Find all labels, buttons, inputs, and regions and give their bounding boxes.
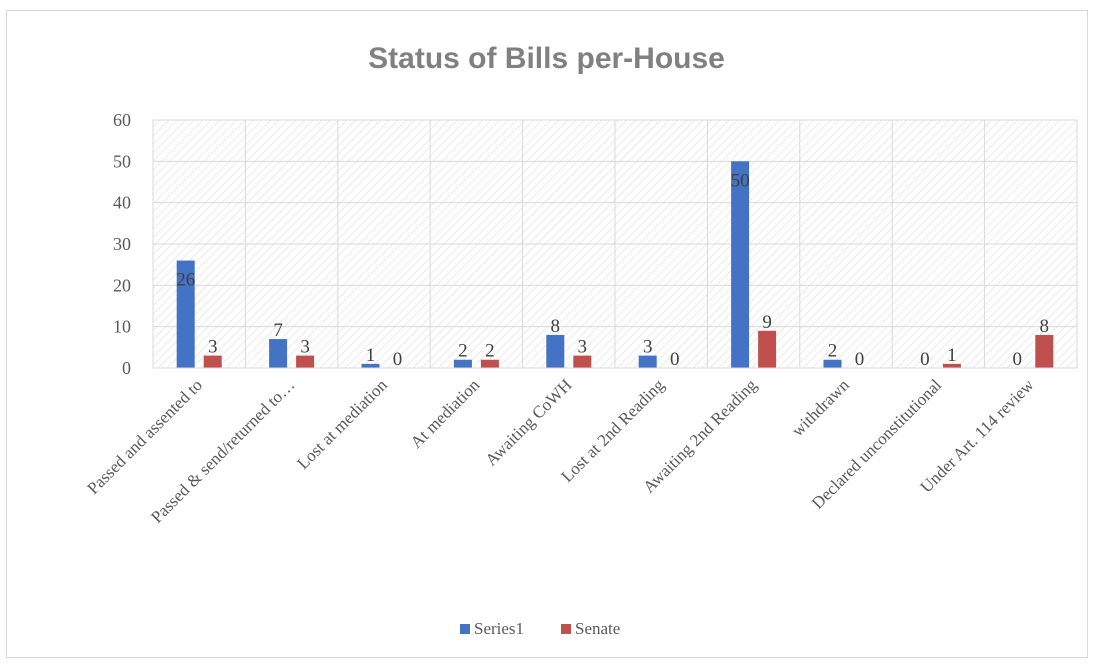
x-tick-label: At mediation bbox=[407, 375, 484, 452]
data-label: 3 bbox=[578, 337, 588, 358]
data-label: 3 bbox=[300, 337, 310, 358]
bar-senate bbox=[758, 330, 777, 368]
chart-title: Status of Bills per-House bbox=[368, 42, 725, 75]
x-tick-label: withdrawn bbox=[788, 375, 853, 440]
y-tick-label: 20 bbox=[113, 275, 131, 295]
bar-series1 bbox=[176, 260, 195, 368]
bar-senate bbox=[480, 359, 499, 368]
y-tick-label: 10 bbox=[113, 317, 131, 337]
bar-series1 bbox=[361, 363, 380, 368]
bar-senate bbox=[203, 355, 222, 368]
data-label: 3 bbox=[208, 337, 218, 358]
data-label: 2 bbox=[458, 341, 468, 362]
data-label: 9 bbox=[762, 312, 772, 333]
data-label: 7 bbox=[273, 320, 283, 341]
data-label: 2 bbox=[828, 341, 838, 362]
y-axis: 0 10 20 30 40 50 60 bbox=[113, 110, 131, 378]
data-label: 2 bbox=[485, 341, 495, 362]
bar-senate bbox=[296, 355, 315, 368]
bar-senate bbox=[1035, 334, 1054, 368]
legend: Series1 Senate bbox=[460, 619, 620, 638]
data-label: 0 bbox=[1013, 349, 1023, 370]
bar-series1 bbox=[638, 355, 657, 368]
bar-series1 bbox=[269, 339, 288, 368]
legend-swatch bbox=[460, 624, 470, 634]
bar-senate bbox=[573, 355, 592, 368]
legend-label: Series1 bbox=[474, 619, 524, 638]
data-label: 0 bbox=[920, 349, 930, 370]
y-tick-label: 30 bbox=[113, 234, 131, 254]
data-label: 8 bbox=[551, 316, 561, 337]
bars bbox=[176, 161, 1054, 368]
bar-series1 bbox=[546, 334, 565, 368]
y-tick-label: 50 bbox=[113, 151, 131, 171]
data-label: 0 bbox=[670, 349, 680, 370]
legend-label: Senate bbox=[575, 619, 620, 638]
x-tick-label: Awaiting CoWH bbox=[481, 375, 575, 469]
x-tick-label: Lost at mediation bbox=[293, 375, 391, 473]
data-label: 50 bbox=[731, 170, 750, 191]
bar-senate bbox=[942, 363, 961, 368]
bar-series1 bbox=[453, 359, 472, 368]
bar-series1 bbox=[823, 359, 842, 368]
y-tick-label: 40 bbox=[113, 193, 131, 213]
data-label: 0 bbox=[393, 349, 403, 370]
data-label: 3 bbox=[643, 337, 653, 358]
data-label: 1 bbox=[366, 345, 376, 366]
data-label: 26 bbox=[176, 270, 195, 291]
data-label: 1 bbox=[947, 345, 957, 366]
y-tick-label: 60 bbox=[113, 110, 131, 130]
data-label: 0 bbox=[855, 349, 865, 370]
y-tick-label: 0 bbox=[122, 358, 131, 378]
data-label: 8 bbox=[1040, 316, 1050, 337]
legend-swatch bbox=[561, 624, 571, 634]
bar-series1 bbox=[731, 161, 750, 368]
